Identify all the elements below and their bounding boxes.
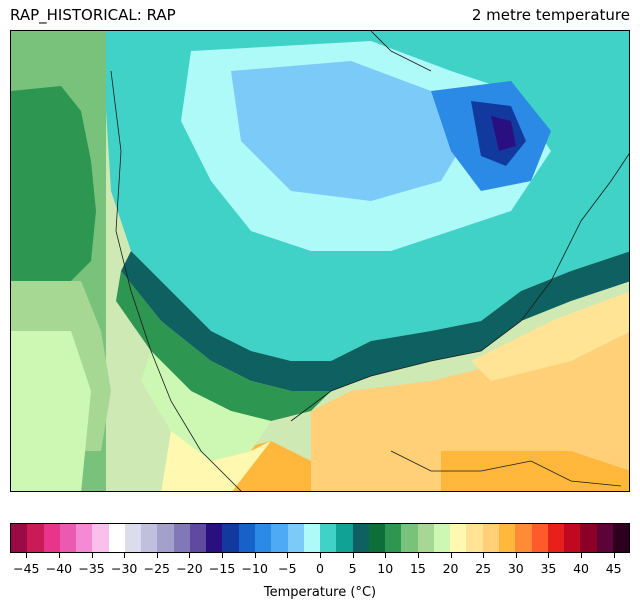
colorbar-segment <box>206 524 223 552</box>
colorbar-tick-label: 30 <box>507 561 524 576</box>
colorbar-segment <box>612 524 630 552</box>
colorbar-segment <box>498 524 516 552</box>
map-title-left: RAP_HISTORICAL: RAP <box>10 6 176 24</box>
colorbar-tick <box>58 553 60 558</box>
colorbar-tick <box>385 553 387 558</box>
colorbar-segment <box>124 524 142 552</box>
colorbar-tick-label: −30 <box>111 561 138 576</box>
colorbar-label: Temperature (°C) <box>263 585 377 600</box>
map-title-right: 2 metre temperature <box>471 6 630 24</box>
extreme-cold-core <box>491 116 516 151</box>
colorbar-segment <box>59 524 77 552</box>
colorbar-tick-label: 20 <box>442 561 459 576</box>
colorbar-segment <box>157 524 174 552</box>
colorbar-segment <box>450 524 467 552</box>
colorbar-tick <box>91 553 93 558</box>
southwest-mid-band <box>116 271 331 421</box>
colorbar-tick-label: −20 <box>176 561 203 576</box>
mexico-mild-band <box>141 351 271 461</box>
colorbar-tick-label: −5 <box>278 561 297 576</box>
colorbar-segment <box>352 524 369 552</box>
colorbar-tick-label: 35 <box>540 561 557 576</box>
colorbar-tick <box>417 553 419 558</box>
mexico-warm-band <box>161 431 271 491</box>
colorbar-tick <box>124 553 126 558</box>
caribbean-warm-region <box>441 451 629 491</box>
colorbar-segment <box>287 524 304 552</box>
colorbar-tick <box>515 553 517 558</box>
colorbar-tick <box>156 553 158 558</box>
colorbar-segment <box>108 524 125 552</box>
colorbar-tick-label: −35 <box>78 561 105 576</box>
colorbar-tick-label: 5 <box>348 561 357 576</box>
colorbar-segment <box>336 524 353 552</box>
colorbar-segment <box>254 524 272 552</box>
colorbar-segment <box>433 524 451 552</box>
colorbar-segment <box>189 524 207 552</box>
colorbar-tick-label: 0 <box>316 561 324 576</box>
colorbar-segment <box>92 524 109 552</box>
colorbar-segment <box>173 524 190 552</box>
colorbar-segment <box>515 524 532 552</box>
colorbar-segment <box>303 524 321 552</box>
colorbar-segment <box>482 524 499 552</box>
colorbar-tick-label: 10 <box>377 561 394 576</box>
colorbar-tick <box>222 553 224 558</box>
plains-cold-core <box>231 61 471 201</box>
colorbar-segment <box>320 524 337 552</box>
colorbar-segment <box>385 524 402 552</box>
colorbar-tick-label: 15 <box>409 561 426 576</box>
colorbar-tick-label: −10 <box>241 561 268 576</box>
east-coastline <box>290 153 629 422</box>
west-coastline <box>110 70 242 491</box>
colorbar-ticks: −45 −40 −35 −30 −25 −20 −15 −10 −5 0 5 10 15 20 25 30 35… <box>10 553 630 583</box>
colorbar-tick-label: 45 <box>605 561 622 576</box>
temperature-map <box>10 30 630 492</box>
colorbar-segment <box>238 524 255 552</box>
map-canvas <box>11 31 629 491</box>
colorbar-tick-label: −25 <box>143 561 171 576</box>
colorbar-segment <box>531 524 548 552</box>
colorbar-segment <box>271 524 288 552</box>
colorbar-tick <box>320 553 321 558</box>
colorbar-segment <box>76 524 93 552</box>
colorbar-tick <box>613 553 615 558</box>
colorbar-tick-label: 40 <box>573 561 589 576</box>
colorbar-segment <box>368 524 386 552</box>
colorbar-segment <box>43 524 60 552</box>
colorbar-segment <box>401 524 418 552</box>
colorbar-tick <box>352 553 354 558</box>
colorbar-tick-label: −40 <box>45 561 73 576</box>
hudson-bay-coastline <box>370 31 432 72</box>
colorbar-tick <box>483 553 485 558</box>
colorbar-tick <box>189 553 191 558</box>
colorbar-tick <box>254 553 256 558</box>
colorbar-segment <box>222 524 239 552</box>
freezing-line-band <box>121 251 629 391</box>
colorbar-segment <box>466 524 483 552</box>
colorbar-segment <box>564 524 581 552</box>
atlantic-mid-region <box>471 291 629 381</box>
pacific-cold-band <box>11 86 96 286</box>
colorbar-segment <box>141 524 158 552</box>
colorbar-tick-label: 25 <box>475 561 492 576</box>
colorbar-segment <box>27 524 44 552</box>
colorbar-tick-label: −45 <box>13 561 40 576</box>
colorbar-tick-label: −15 <box>208 561 236 576</box>
colorbar <box>10 523 630 553</box>
colorbar-tick <box>26 553 28 558</box>
caribbean-coastline <box>390 450 622 487</box>
colorbar-segment <box>596 524 613 552</box>
colorbar-tick <box>581 553 583 558</box>
colorbar-segment <box>11 524 28 552</box>
colorbar-segment <box>580 524 597 552</box>
colorbar-tick <box>287 553 289 558</box>
colorbar-segment <box>547 524 565 552</box>
colorbar-tick <box>450 553 452 558</box>
pacific-south-band <box>11 331 91 491</box>
colorbar-segment <box>417 524 434 552</box>
colorbar-tick <box>548 553 550 558</box>
